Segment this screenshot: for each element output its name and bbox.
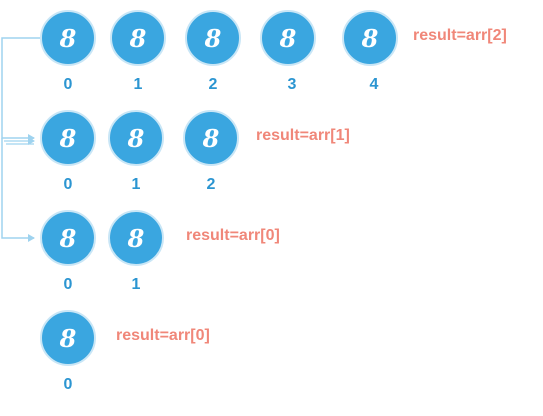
array-row-0: 8 8 8 8 8 0 1 2 3 4 result=arr[2] — [0, 10, 543, 110]
array-node: 8 — [110, 10, 166, 66]
array-index-label: 0 — [63, 176, 73, 193]
array-row-2: 8 8 0 1 result=arr[0] — [0, 210, 543, 310]
array-index-label: 0 — [63, 276, 73, 293]
array-row-3: 8 0 result=arr[0] — [0, 310, 543, 410]
array-node: 8 — [342, 10, 398, 66]
array-node: 8 — [40, 110, 96, 166]
array-node: 8 — [108, 110, 164, 166]
array-row-1: 8 8 8 0 1 2 result=arr[1] — [0, 110, 543, 210]
result-label: result=arr[0] — [116, 327, 210, 344]
array-index-label: 2 — [206, 176, 216, 193]
array-index-label: 0 — [63, 76, 73, 93]
array-index-label: 4 — [369, 76, 379, 93]
connector-row0-to-row2 — [1, 138, 35, 242]
array-node: 8 — [40, 210, 96, 266]
array-node: 8 — [40, 310, 96, 366]
result-label: result=arr[2] — [413, 27, 507, 44]
array-index-label: 1 — [133, 76, 143, 93]
array-index-label: 2 — [208, 76, 218, 93]
array-index-label: 1 — [131, 176, 141, 193]
array-index-label: 0 — [63, 376, 73, 393]
result-label: result=arr[1] — [256, 127, 350, 144]
array-node: 8 — [40, 10, 96, 66]
connector-row0-to-row1 — [1, 37, 40, 142]
array-node: 8 — [260, 10, 316, 66]
array-node: 8 — [108, 210, 164, 266]
array-index-label: 1 — [131, 276, 141, 293]
result-label: result=arr[0] — [186, 227, 280, 244]
array-node: 8 — [183, 110, 239, 166]
array-index-label: 3 — [287, 76, 297, 93]
array-node: 8 — [185, 10, 241, 66]
